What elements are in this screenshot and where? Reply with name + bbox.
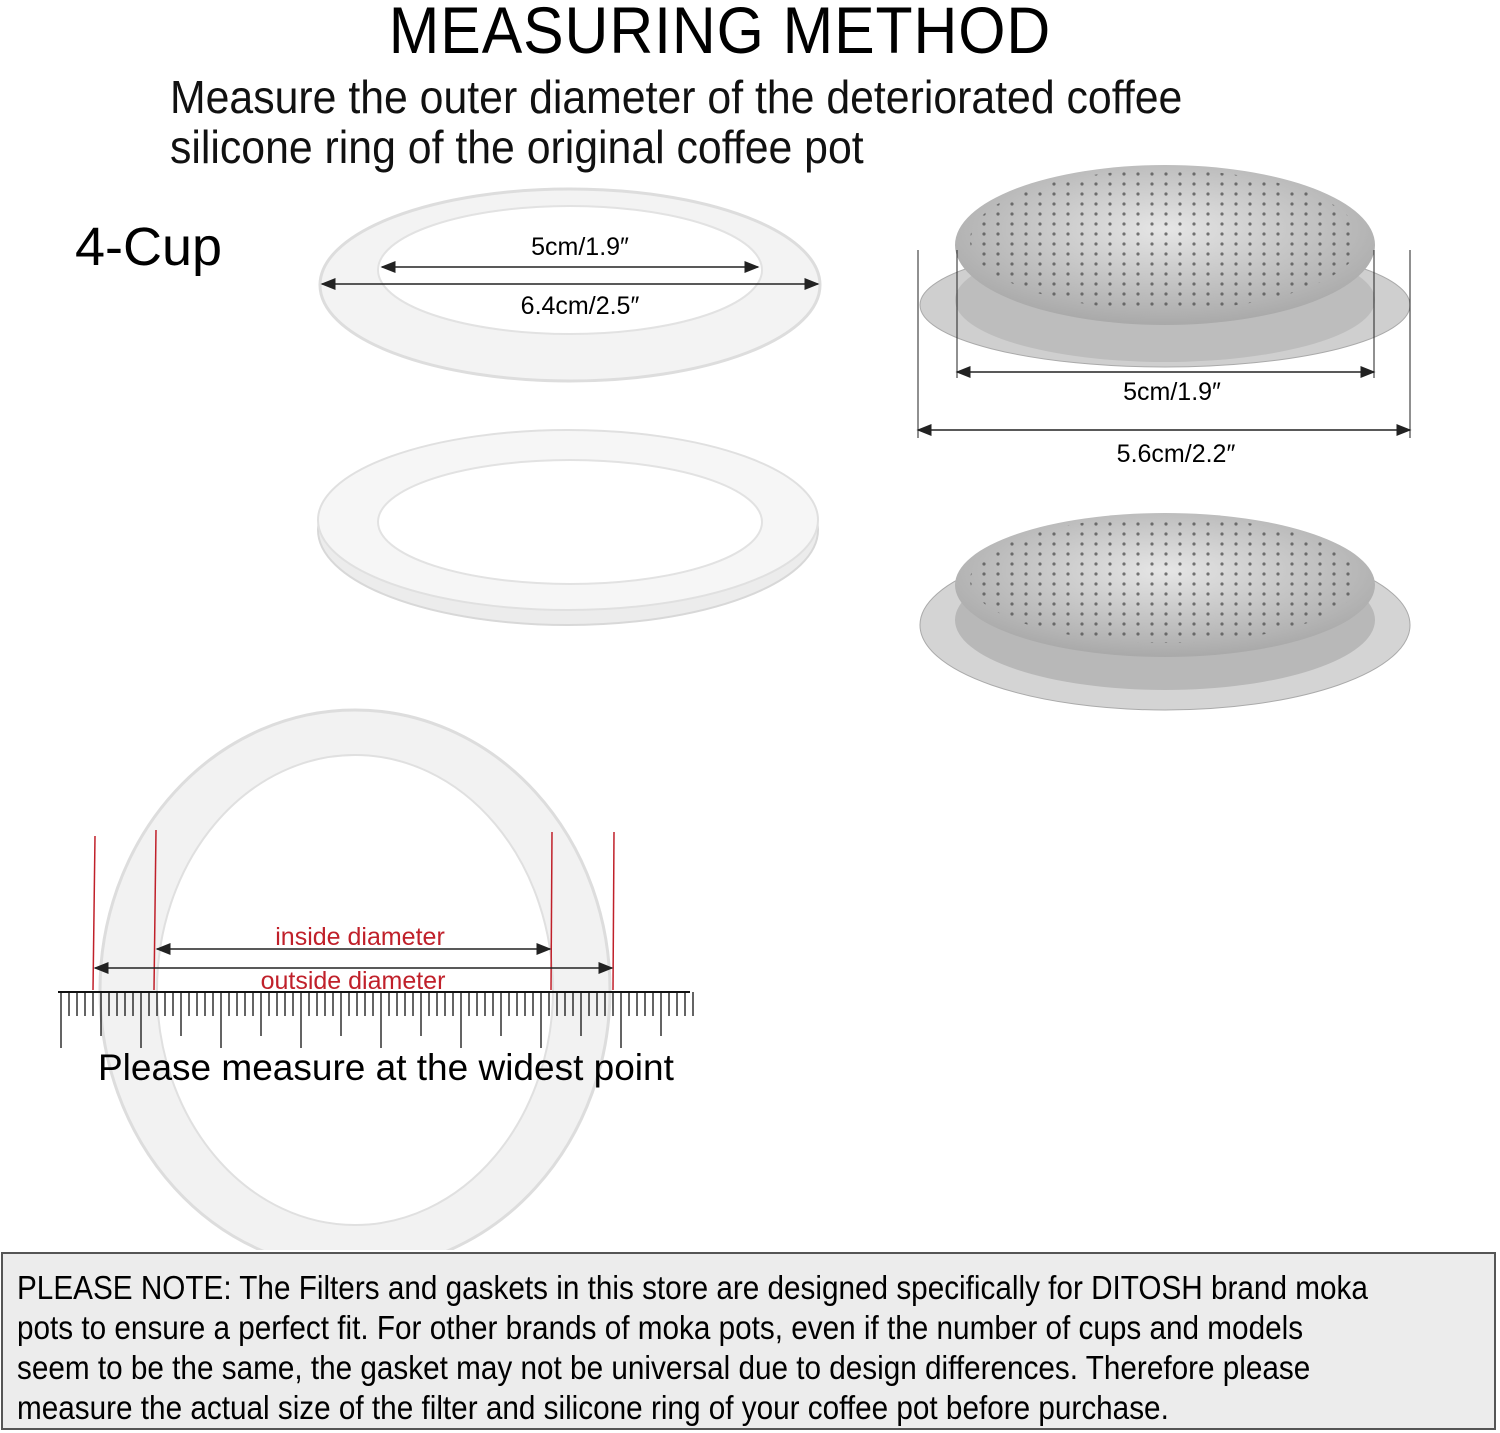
note-line: measure the actual size of the filter an… [17, 1389, 1169, 1426]
subtitle-line-1: Measure the outer diameter of the deteri… [170, 71, 1183, 123]
measure-instruction: Please measure at the widest point [98, 1047, 675, 1088]
filter-outer-dimension: 5.6cm/2.2″ [1117, 440, 1236, 468]
note-line: pots to ensure a perfect fit. For other … [17, 1309, 1304, 1346]
gasket-top-view: 5cm/1.9″ 6.4cm/2.5″ [318, 187, 822, 383]
gasket-angled-view [317, 429, 819, 626]
note-box: PLEASE NOTE: The Filters and gaskets in … [1, 1252, 1496, 1430]
gasket-outer-dimension: 6.4cm/2.5″ [521, 292, 640, 320]
note-line: PLEASE NOTE: The Filters and gaskets in … [17, 1269, 1368, 1306]
ruler [58, 991, 694, 1048]
outside-diameter-label: outside diameter [261, 967, 446, 995]
page-title: MEASURING METHOD [388, 0, 1052, 67]
gasket-inner-dimension: 5cm/1.9″ [531, 233, 629, 261]
measuring-diagram: inside diameter outside diameter Please … [58, 708, 694, 1250]
product-illustration: 5cm/1.9″ 6.4cm/2.5″ 5cm/1.9″ 5.6cm/2.2″ [58, 165, 1412, 1250]
inside-diameter-label: inside diameter [275, 923, 445, 951]
filter-inner-dimension: 5cm/1.9″ [1123, 378, 1221, 406]
filter-angled-view [919, 513, 1411, 711]
note-line: seem to be the same, the gasket may not … [17, 1349, 1311, 1386]
cup-size-label: 4-Cup [75, 217, 223, 277]
subtitle-line-2: silicone ring of the original coffee pot [170, 121, 864, 173]
filter-top-view: 5cm/1.9″ 5.6cm/2.2″ [916, 165, 1412, 468]
